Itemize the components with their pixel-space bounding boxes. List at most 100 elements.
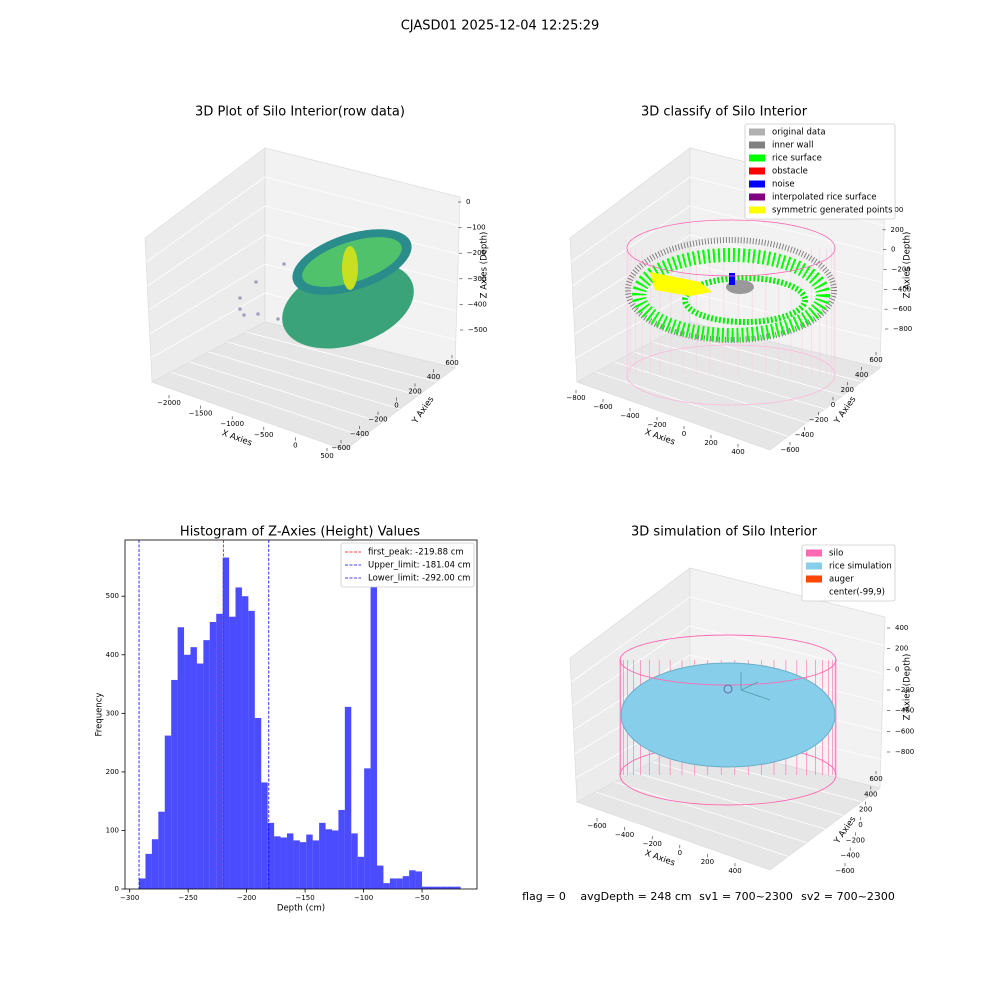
histogram-bar xyxy=(241,596,249,889)
outlier-point xyxy=(254,280,258,284)
histogram-bar xyxy=(196,663,204,889)
legend-label: rice surface xyxy=(772,154,822,164)
pane-grid xyxy=(145,176,266,263)
z-tick-label: −800 xyxy=(893,325,912,333)
pane-grid xyxy=(652,341,844,396)
x-tick-label: −600 xyxy=(587,822,606,830)
pane-grid xyxy=(652,761,844,816)
y-tick-label: 600 xyxy=(445,359,458,367)
histogram-bar xyxy=(274,836,281,889)
y-tick-label: 300 xyxy=(106,709,119,717)
outlier-point xyxy=(282,262,286,266)
legend-swatch xyxy=(749,128,765,136)
x-tick-label: 500 xyxy=(320,452,333,460)
legend-swatch xyxy=(749,167,765,175)
legend-swatch xyxy=(749,141,765,149)
y-tick-label: −600 xyxy=(835,867,854,875)
histogram-bar xyxy=(434,886,442,889)
pane-grid xyxy=(227,341,419,396)
z-tick-label: 400 xyxy=(895,624,908,632)
histogram-bar xyxy=(171,679,178,889)
pane-grid xyxy=(246,331,437,383)
z-tick-label: −600 xyxy=(895,727,914,735)
histogram-bar xyxy=(415,871,423,889)
pane-grid xyxy=(170,371,364,437)
y-tick-label: −200 xyxy=(809,416,828,424)
y-tick-label: 0 xyxy=(831,401,835,409)
rice-surface xyxy=(682,275,808,325)
auger xyxy=(723,684,733,694)
x-tick-label: −300 xyxy=(120,894,139,902)
histogram-bar xyxy=(145,853,152,889)
y-tick-label: −600 xyxy=(780,446,799,454)
pane-grid xyxy=(148,234,266,311)
legend-label: center(-99,9) xyxy=(829,588,885,598)
histogram-bar xyxy=(357,856,365,889)
pane-grid xyxy=(689,625,884,675)
z-tick-label: −200 xyxy=(895,686,914,694)
histogram-bar xyxy=(447,886,455,889)
z-axis-label: Z Axies (Depth) xyxy=(480,232,490,299)
y-tick-label: 200 xyxy=(859,806,872,814)
x-tick-label: −250 xyxy=(179,894,198,902)
z-tick-label: −800 xyxy=(895,748,914,756)
histogram-bar xyxy=(383,883,390,889)
histogram-bar xyxy=(454,886,461,889)
pane-grid xyxy=(633,771,826,830)
histogram-bar xyxy=(422,886,429,889)
y-tick-label: 400 xyxy=(427,373,440,381)
legend-swatch xyxy=(749,180,765,188)
pane-grid xyxy=(572,625,691,707)
histogram-bar xyxy=(254,718,262,889)
pane-grid xyxy=(689,292,881,340)
histogram-bar xyxy=(248,610,255,889)
legend-swatch xyxy=(806,588,822,596)
pane-grid xyxy=(264,205,459,255)
legend-label: Upper_limit: -181.04 cm xyxy=(368,561,471,571)
x-tick-label: 400 xyxy=(728,867,741,875)
pane-grid xyxy=(149,263,266,335)
y-tick-label: 0 xyxy=(858,821,862,829)
legend-box xyxy=(801,544,896,602)
histogram-bar xyxy=(293,840,300,889)
x-tick-label: −500 xyxy=(254,431,273,439)
inner-wall xyxy=(625,237,837,343)
histogram-bar xyxy=(319,822,326,889)
outlier-point xyxy=(242,313,246,317)
pane-grid xyxy=(689,596,885,646)
pane-grid xyxy=(150,292,266,359)
chart-title: 3D Plot of Silo Interior(row data) xyxy=(195,105,405,120)
figure-title: CJASD01 2025-12-04 12:25:29 xyxy=(401,19,600,34)
z-tick-label: −200 xyxy=(467,249,486,257)
pane-grid xyxy=(264,176,460,226)
legend-label: first_peak: -219.88 cm xyxy=(368,548,464,558)
z-tick-label: 0 xyxy=(466,198,470,206)
y-tick-label: 400 xyxy=(106,651,119,659)
y-tick-label: 0 xyxy=(394,402,398,410)
legend-label: silo xyxy=(829,549,843,559)
histogram-bar xyxy=(190,647,197,889)
x-tick-label: −200 xyxy=(643,840,662,848)
x-tick-label: 400 xyxy=(731,448,744,456)
legend-label: noise xyxy=(772,180,795,190)
z-tick-label: −400 xyxy=(468,300,487,308)
histogram-bar xyxy=(344,706,352,889)
y-tick-label: 600 xyxy=(869,775,882,783)
histogram-bar xyxy=(267,822,275,889)
histogram-bar xyxy=(222,557,230,889)
legend-swatch xyxy=(749,154,765,162)
outlier-point xyxy=(238,296,242,300)
histogram-bar xyxy=(370,550,378,889)
histogram-bar xyxy=(184,654,191,889)
histogram-bar xyxy=(299,842,307,889)
z-tick-label: −100 xyxy=(466,224,485,232)
histogram-bar xyxy=(229,616,236,889)
z-axis-label: Z Axies (Depth) xyxy=(903,232,913,299)
legend-label: symmetric generated points xyxy=(772,206,893,216)
chart-title: 3D simulation of Silo Interior xyxy=(631,525,818,540)
z-tick-label: −600 xyxy=(893,305,912,313)
histogram-bar xyxy=(441,886,448,889)
noise-points xyxy=(729,273,735,285)
x-tick-label: −400 xyxy=(615,831,634,839)
